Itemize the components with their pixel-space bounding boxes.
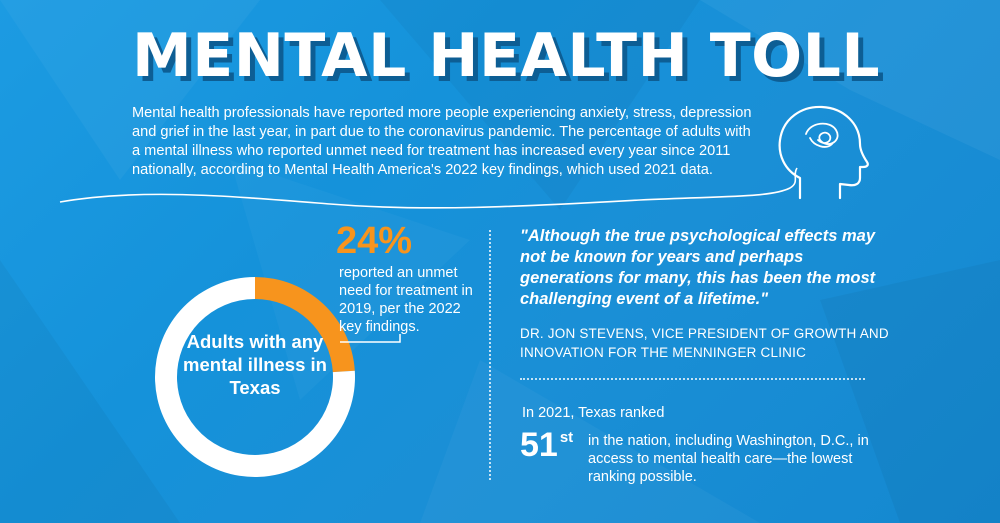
- ranking-description: in the nation, including Washington, D.C…: [588, 433, 869, 485]
- page-title: MENTAL HEALTH TOLL: [132, 21, 881, 91]
- ranking-suffix: st: [559, 429, 574, 446]
- donut-slice-0: [255, 277, 355, 373]
- quote-text: "Although the true psychological effects…: [520, 227, 876, 308]
- ranking-intro: In 2021, Texas ranked: [522, 405, 665, 421]
- vertical-divider: [489, 230, 491, 480]
- percent-label: 24%: [336, 220, 413, 262]
- chart-title: Adults with any mental illness in Texas: [183, 331, 327, 398]
- quote-attribution: DR. JON STEVENS, VICE PRESIDENT OF GROWT…: [520, 326, 889, 360]
- head-thought-icon: [778, 105, 869, 200]
- donut-chart: [155, 277, 355, 477]
- horizontal-divider: [520, 378, 865, 380]
- ranking-value: 51: [520, 426, 558, 464]
- intro-paragraph: Mental health professionals have reporte…: [132, 105, 752, 178]
- percent-annotation: reported an unmet need for treatment in …: [339, 265, 473, 335]
